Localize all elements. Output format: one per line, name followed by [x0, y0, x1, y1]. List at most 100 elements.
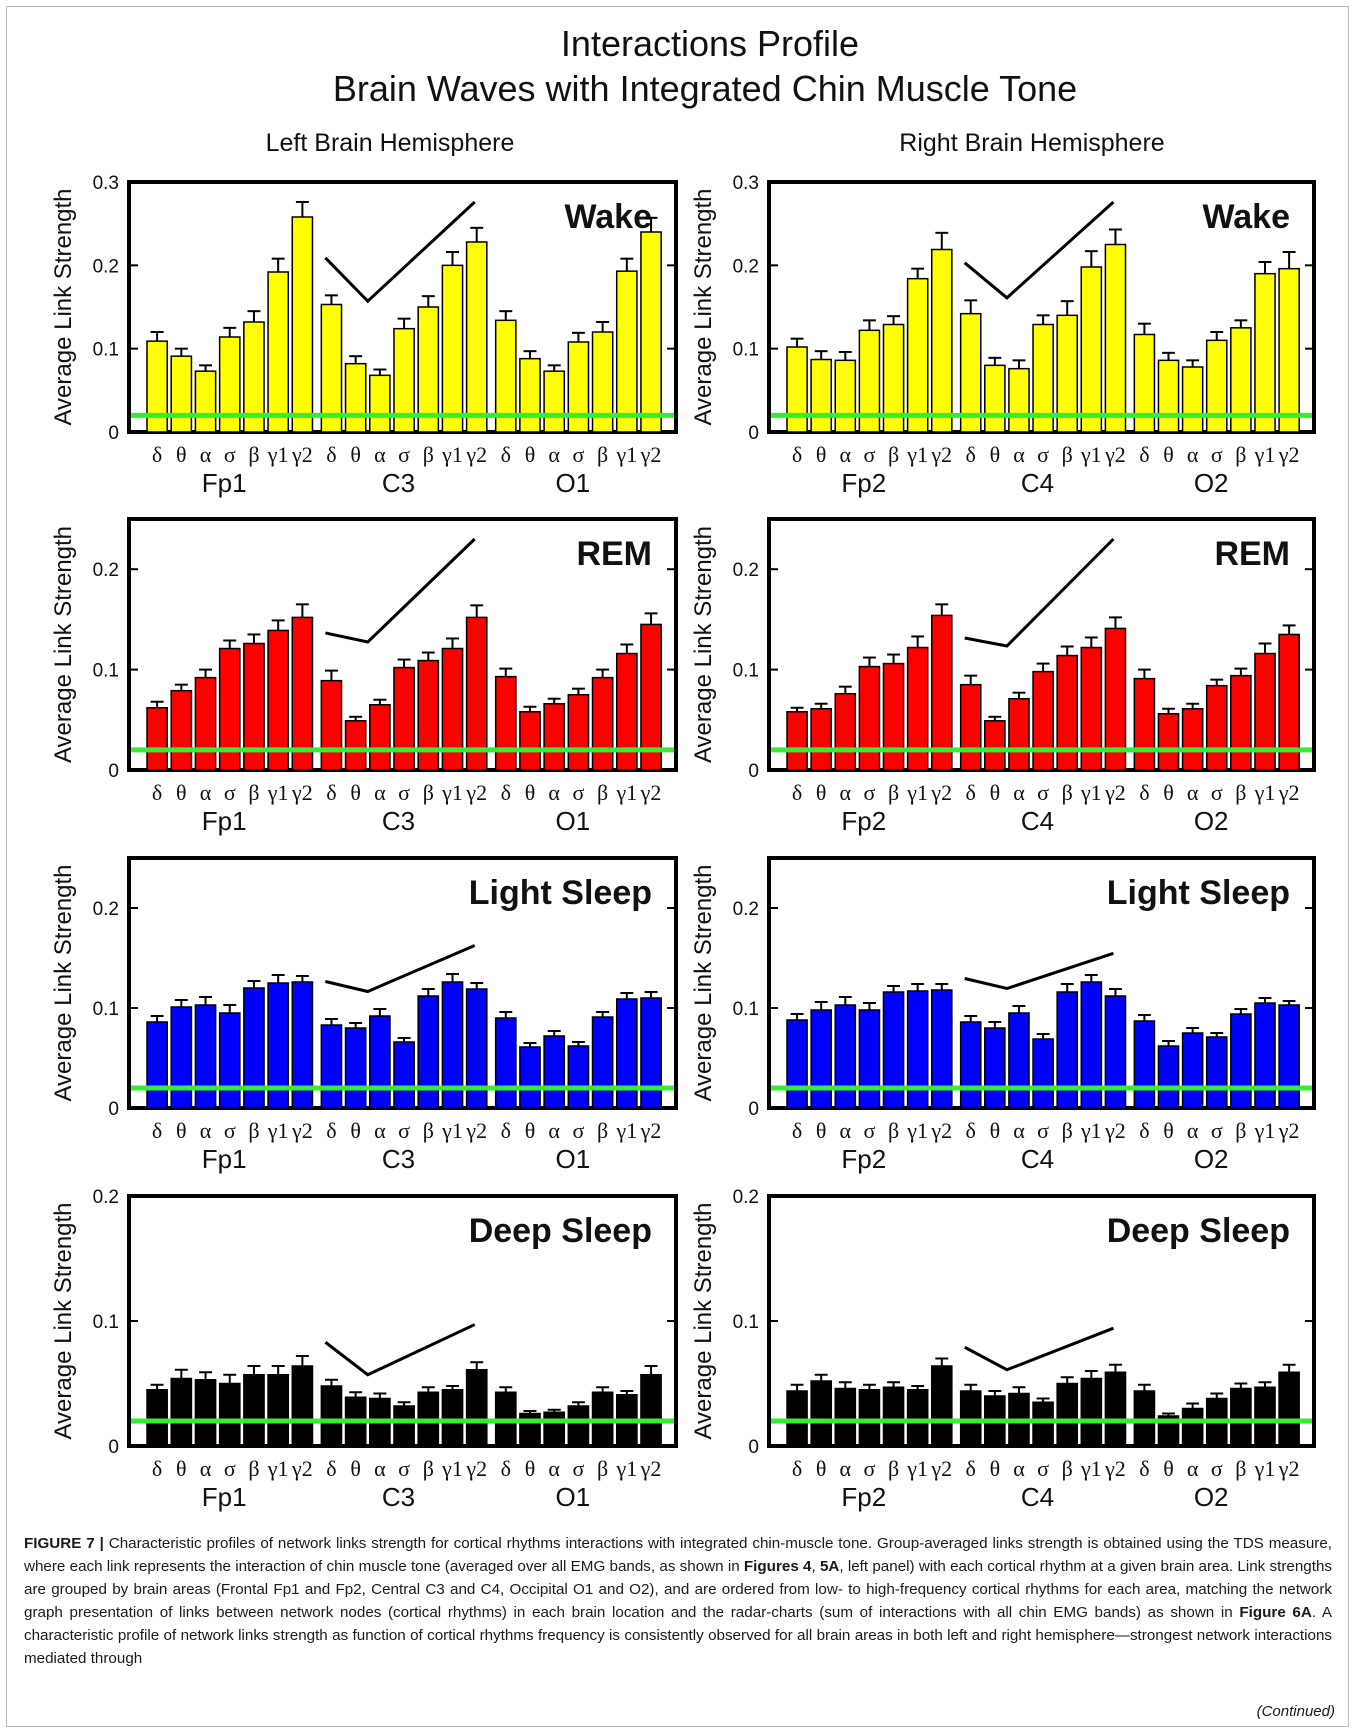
- band-label: δ: [1139, 1118, 1149, 1143]
- caption-text-2: ,: [811, 1558, 820, 1575]
- bar-group-o1: δ θ α σ β γ1 γ2 O1: [494, 991, 662, 1174]
- bar: [543, 370, 566, 433]
- stage-title: Light Sleep: [1107, 874, 1290, 912]
- bar: [441, 1389, 464, 1447]
- band-label: β: [888, 1118, 899, 1143]
- bar: [1133, 1020, 1156, 1109]
- band-label: γ1: [441, 1456, 463, 1481]
- band-label: β: [1235, 1456, 1246, 1481]
- bar: [170, 355, 193, 433]
- bar-group-fp2: δ θ α σ β γ1 γ2 Fp2: [786, 603, 953, 836]
- bar-group-fp1: δ θ α σ β γ1 γ2 Fp1: [146, 201, 314, 498]
- group-label: Fp2: [841, 806, 886, 836]
- caption-ref-figure-6a[interactable]: Figure 6A: [1239, 1604, 1312, 1621]
- bar: [882, 662, 905, 771]
- band-label: δ: [326, 1118, 336, 1143]
- bar: [1254, 1002, 1276, 1109]
- bar: [640, 1374, 662, 1447]
- band-label: γ1: [441, 780, 463, 805]
- y-tick-label: 0.2: [733, 899, 759, 920]
- band-label: γ2: [930, 1456, 952, 1481]
- band-label: α: [374, 780, 386, 805]
- caption-text-4: . A characteristic profile of network li…: [24, 1604, 1333, 1667]
- bar: [591, 1016, 614, 1109]
- band-label: β: [888, 442, 899, 467]
- bar: [417, 995, 440, 1109]
- band-label: α: [1187, 1456, 1199, 1481]
- bar: [1104, 995, 1127, 1109]
- bar: [1278, 1004, 1300, 1109]
- stage-title: REM: [1214, 535, 1290, 573]
- bar: [1032, 1401, 1054, 1447]
- bar: [441, 264, 464, 433]
- bar: [615, 270, 638, 433]
- band-label: δ: [152, 1456, 162, 1481]
- bar: [906, 1389, 929, 1447]
- bar-group-o2: δ θ α σ β γ1 γ2 O2: [1133, 251, 1300, 498]
- bar: [146, 340, 168, 433]
- caption-ref-figures-4[interactable]: Figures 4: [743, 1558, 812, 1575]
- band-label: α: [1187, 442, 1199, 467]
- band-label: σ: [1037, 780, 1049, 805]
- y-axis-label: Average Link Strength: [690, 864, 717, 1101]
- band-label: β: [1235, 442, 1246, 467]
- y-tick-label: 0: [748, 1437, 759, 1458]
- band-label: δ: [152, 442, 162, 467]
- band-label: θ: [176, 442, 187, 467]
- bar: [218, 1382, 241, 1447]
- bar: [465, 241, 488, 433]
- y-tick-label: 0.2: [93, 899, 119, 920]
- bar: [810, 358, 832, 433]
- group-label: C3: [382, 468, 415, 498]
- bar: [834, 359, 857, 433]
- bar: [786, 346, 808, 433]
- band-label: β: [597, 442, 608, 467]
- y-tick-label: 0.2: [733, 560, 759, 581]
- band-label: β: [423, 1118, 434, 1143]
- y-tick-label: 0.1: [93, 340, 119, 361]
- bar: [858, 1009, 881, 1109]
- bar-group-fp1: δ θ α σ β γ1 γ2 Fp1: [146, 1355, 314, 1512]
- band-label: δ: [326, 780, 336, 805]
- band-label: σ: [572, 1118, 584, 1143]
- band-label: σ: [1211, 442, 1223, 467]
- band-label: γ2: [1278, 1118, 1300, 1143]
- band-label: α: [200, 780, 212, 805]
- band-label: β: [423, 780, 434, 805]
- group-label: Fp1: [202, 468, 247, 498]
- bar: [984, 364, 1006, 433]
- band-label: θ: [816, 1118, 827, 1143]
- bar: [170, 1377, 193, 1447]
- band-label: γ1: [615, 1456, 637, 1481]
- band-label: γ1: [1080, 1456, 1102, 1481]
- bar: [1278, 267, 1300, 433]
- bar: [1008, 367, 1030, 433]
- bar: [1080, 1377, 1103, 1447]
- band-label: γ2: [640, 780, 662, 805]
- bar: [1056, 1382, 1079, 1447]
- bar: [959, 683, 982, 771]
- bar: [1181, 1032, 1204, 1109]
- band-label: σ: [572, 442, 584, 467]
- band-label: σ: [1211, 1118, 1223, 1143]
- bar-group-fp1: δ θ α σ β γ1 γ2 Fp1: [146, 603, 314, 836]
- band-label: γ1: [267, 1456, 289, 1481]
- bar: [194, 676, 217, 771]
- caption-ref-5a[interactable]: 5A: [819, 1558, 840, 1575]
- band-label: β: [597, 1456, 608, 1481]
- y-tick-label: 0.2: [93, 1187, 119, 1208]
- band-label: σ: [572, 780, 584, 805]
- bar: [1056, 654, 1079, 771]
- band-label: γ2: [465, 1118, 487, 1143]
- band-label: θ: [990, 442, 1001, 467]
- band-label: α: [374, 1456, 386, 1481]
- bar: [344, 362, 367, 433]
- band-label: α: [840, 780, 852, 805]
- bar: [930, 248, 953, 433]
- band-label: σ: [863, 442, 875, 467]
- bar: [320, 679, 343, 771]
- group-label: C4: [1021, 1482, 1054, 1512]
